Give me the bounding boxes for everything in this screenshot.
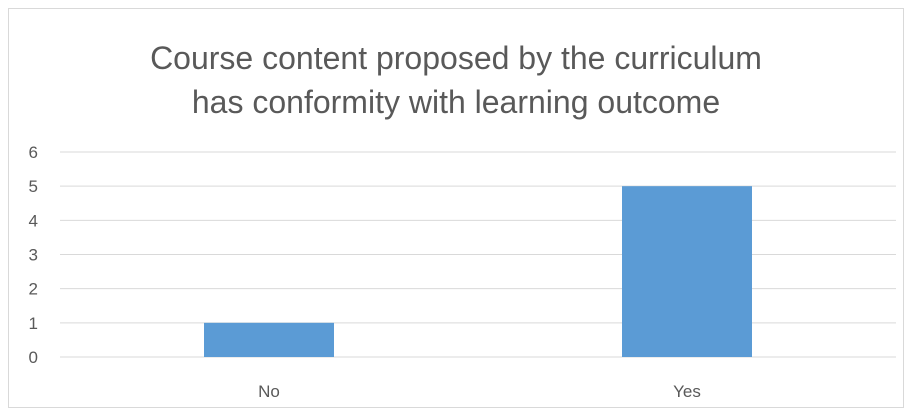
chart-title-line-1: Course content proposed by the curriculu…: [150, 40, 762, 76]
y-tick-label-1: 1: [29, 314, 38, 333]
y-tick-label-4: 4: [29, 211, 38, 230]
y-tick-label-0: 0: [29, 348, 38, 367]
y-tick-label-6: 6: [29, 143, 38, 162]
chart-title-line-2: has conformity with learning outcome: [191, 84, 721, 120]
bar-no: [204, 322, 334, 357]
y-tick-label-2: 2: [29, 280, 38, 299]
x-tick-label-yes: Yes: [673, 382, 701, 401]
chart-title: Course content proposed by the curriculu…: [0, 36, 912, 124]
chart-frame: [8, 8, 904, 408]
x-tick-label-no: No: [258, 382, 280, 401]
y-tick-label-5: 5: [29, 177, 38, 196]
bar-yes: [622, 186, 752, 357]
y-tick-label-3: 3: [29, 246, 38, 265]
